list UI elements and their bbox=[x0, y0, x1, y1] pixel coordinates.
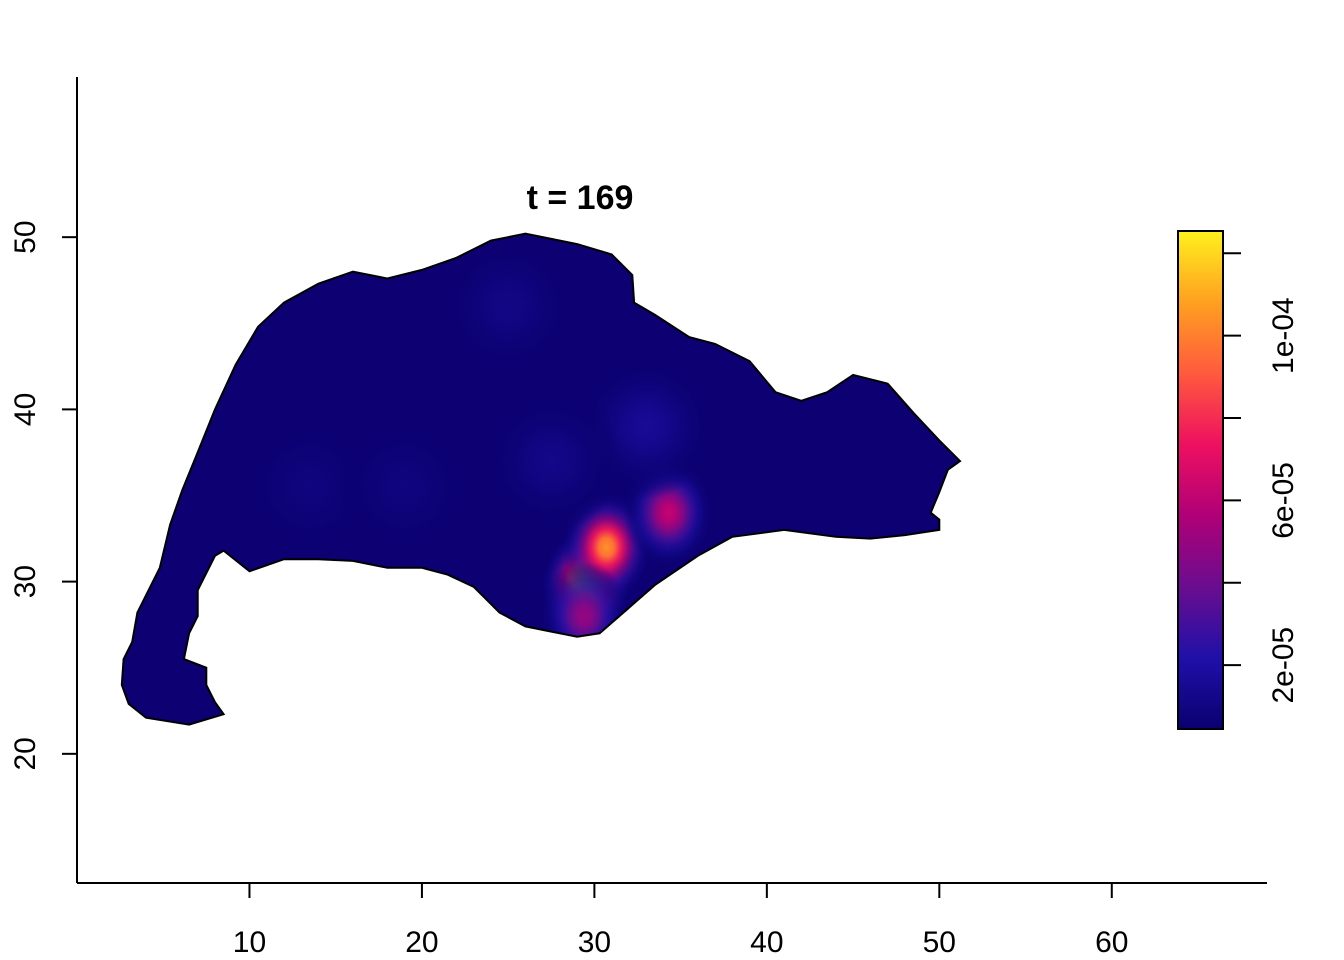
colorbar-tick-label: 1e-04 bbox=[1267, 297, 1300, 374]
y-tick-label: 20 bbox=[9, 737, 42, 770]
y-tick-label: 30 bbox=[9, 565, 42, 598]
axes: 10 20 30 40 50 60 20 30 40 50 bbox=[9, 77, 1267, 959]
x-ticks: 10 20 30 40 50 60 bbox=[233, 883, 1128, 959]
x-tick-label: 20 bbox=[405, 926, 438, 959]
plot-area bbox=[120, 232, 962, 726]
x-tick-label: 60 bbox=[1095, 926, 1128, 959]
colorbar-ticks: 2e-05 6e-05 1e-04 bbox=[1223, 252, 1300, 704]
hotspot-layer bbox=[237, 233, 719, 672]
x-tick-label: 50 bbox=[923, 926, 956, 959]
hotspot bbox=[539, 560, 629, 672]
colorbar-tick-label: 2e-05 bbox=[1267, 627, 1300, 704]
colorbar-tick-label: 6e-05 bbox=[1267, 462, 1300, 539]
y-tick-label: 40 bbox=[9, 393, 42, 426]
hotspot bbox=[478, 388, 624, 534]
x-tick-label: 40 bbox=[750, 926, 783, 959]
colorbar: 2e-05 6e-05 1e-04 bbox=[1177, 230, 1300, 730]
chart-title: t = 169 bbox=[527, 179, 634, 217]
y-ticks: 20 30 40 50 bbox=[9, 220, 77, 771]
x-tick-label: 30 bbox=[578, 926, 611, 959]
region-outline bbox=[120, 232, 962, 726]
colorbar-gradient bbox=[1177, 230, 1224, 730]
hotspot bbox=[332, 414, 478, 560]
x-tick-label: 10 bbox=[233, 926, 266, 959]
heat-layer bbox=[121, 233, 961, 725]
hotspot bbox=[435, 233, 581, 379]
y-tick-label: 50 bbox=[9, 220, 42, 253]
